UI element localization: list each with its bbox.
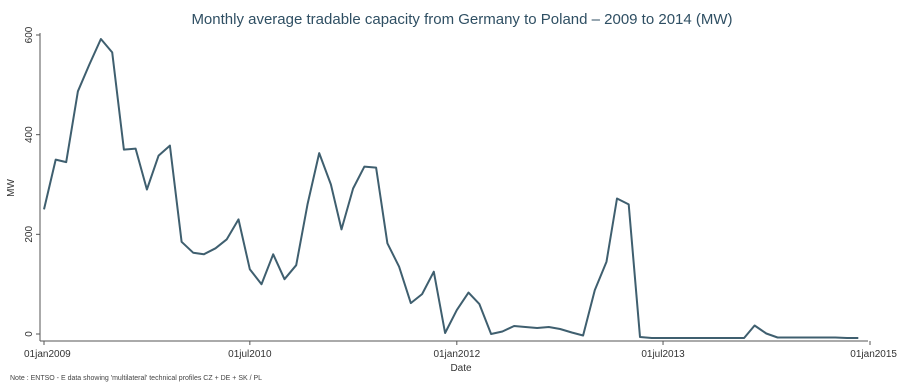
- y-axis: 0 200 400 600: [24, 26, 41, 341]
- x-tick-label: 01jan2012: [433, 349, 480, 360]
- x-axis: 01jan2009 01jul2010 01jan2012 01jul2013 01ja…: [24, 340, 897, 360]
- y-tick-label: 0: [24, 331, 35, 337]
- x-tick-label: 01jul2010: [228, 349, 272, 360]
- series-line: [43, 38, 859, 339]
- series-group: [43, 38, 859, 339]
- x-tick-label: 01jul2013: [641, 349, 685, 360]
- chart-title: Monthly average tradable capacity from G…: [191, 11, 732, 28]
- footnote: Note : ENTSO - E data showing 'multilate…: [10, 375, 262, 382]
- y-tick-label: 400: [24, 126, 35, 143]
- x-tick-label: 01jan2015: [850, 349, 897, 360]
- y-tick-label: 200: [24, 226, 35, 243]
- x-ticks: 01jan2009 01jul2010 01jan2012 01jul2013 01ja…: [24, 341, 897, 360]
- x-axis-label: Date: [450, 363, 472, 374]
- x-tick-label: 01jan2009: [24, 349, 71, 360]
- y-axis-label: MW: [6, 179, 17, 197]
- y-ticks: 0 200 400 600: [24, 26, 40, 337]
- y-tick-label: 600: [24, 26, 35, 43]
